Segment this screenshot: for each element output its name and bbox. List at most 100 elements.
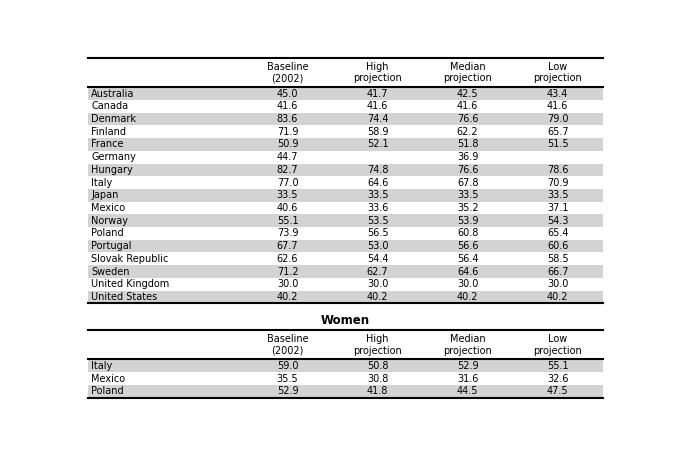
Text: 56.6: 56.6 bbox=[457, 241, 479, 251]
Bar bbox=[423, 202, 513, 214]
Bar bbox=[332, 87, 423, 100]
Bar bbox=[513, 240, 603, 252]
Text: France: France bbox=[91, 140, 124, 149]
Bar bbox=[513, 125, 603, 138]
Bar bbox=[332, 164, 423, 176]
Bar bbox=[423, 138, 513, 151]
Text: 78.6: 78.6 bbox=[547, 165, 568, 175]
Text: 30.0: 30.0 bbox=[277, 279, 298, 289]
Bar bbox=[423, 125, 513, 138]
Text: 31.6: 31.6 bbox=[457, 374, 479, 383]
Bar bbox=[88, 252, 243, 265]
Text: 51.8: 51.8 bbox=[457, 140, 479, 149]
Text: 55.1: 55.1 bbox=[547, 361, 568, 371]
Bar bbox=[423, 176, 513, 189]
Text: 59.0: 59.0 bbox=[277, 361, 299, 371]
Bar bbox=[423, 151, 513, 164]
Bar bbox=[513, 151, 603, 164]
Bar bbox=[513, 278, 603, 290]
Bar bbox=[513, 360, 603, 372]
Bar bbox=[88, 385, 243, 398]
Bar bbox=[243, 138, 332, 151]
Text: 55.1: 55.1 bbox=[277, 216, 299, 226]
Text: 67.8: 67.8 bbox=[457, 178, 479, 188]
Bar bbox=[423, 360, 513, 372]
Bar bbox=[332, 360, 423, 372]
Text: 82.7: 82.7 bbox=[277, 165, 299, 175]
Text: 74.8: 74.8 bbox=[367, 165, 388, 175]
Text: Poland: Poland bbox=[91, 229, 124, 239]
Text: Mexico: Mexico bbox=[91, 203, 125, 213]
Bar bbox=[88, 360, 243, 372]
Text: 33.5: 33.5 bbox=[367, 190, 388, 200]
Bar bbox=[243, 176, 332, 189]
Text: Germany: Germany bbox=[91, 152, 136, 162]
Text: United States: United States bbox=[91, 292, 158, 302]
Bar bbox=[513, 385, 603, 398]
Text: 35.2: 35.2 bbox=[457, 203, 479, 213]
Text: 40.2: 40.2 bbox=[547, 292, 568, 302]
Bar bbox=[243, 278, 332, 290]
Bar bbox=[243, 360, 332, 372]
Bar bbox=[423, 290, 513, 303]
Text: 58.9: 58.9 bbox=[367, 127, 388, 137]
Bar bbox=[243, 100, 332, 113]
Text: 44.7: 44.7 bbox=[277, 152, 299, 162]
Bar bbox=[423, 385, 513, 398]
Bar bbox=[332, 240, 423, 252]
Bar bbox=[423, 278, 513, 290]
Bar bbox=[243, 164, 332, 176]
Bar bbox=[513, 372, 603, 385]
Bar bbox=[332, 290, 423, 303]
Bar bbox=[88, 227, 243, 240]
Text: 40.2: 40.2 bbox=[367, 292, 388, 302]
Text: 56.5: 56.5 bbox=[367, 229, 388, 239]
Text: Japan: Japan bbox=[91, 190, 119, 200]
Text: Norway: Norway bbox=[91, 216, 128, 226]
Text: Women: Women bbox=[321, 314, 370, 327]
Bar bbox=[423, 214, 513, 227]
Text: 66.7: 66.7 bbox=[547, 267, 568, 277]
Bar bbox=[243, 151, 332, 164]
Bar bbox=[513, 100, 603, 113]
Text: 56.4: 56.4 bbox=[457, 254, 479, 264]
Bar bbox=[88, 330, 243, 360]
Text: 41.8: 41.8 bbox=[367, 386, 388, 396]
Bar bbox=[332, 265, 423, 278]
Bar bbox=[423, 227, 513, 240]
Text: 33.5: 33.5 bbox=[277, 190, 299, 200]
Bar bbox=[88, 164, 243, 176]
Bar bbox=[423, 100, 513, 113]
Text: Mexico: Mexico bbox=[91, 374, 125, 383]
Text: 62.7: 62.7 bbox=[367, 267, 388, 277]
Text: 54.3: 54.3 bbox=[547, 216, 568, 226]
Text: 40.2: 40.2 bbox=[457, 292, 479, 302]
Bar bbox=[88, 214, 243, 227]
Bar bbox=[243, 252, 332, 265]
Text: Italy: Italy bbox=[91, 361, 113, 371]
Text: 62.2: 62.2 bbox=[457, 127, 479, 137]
Text: 83.6: 83.6 bbox=[277, 114, 298, 124]
Bar bbox=[513, 164, 603, 176]
Text: Baseline
(2002): Baseline (2002) bbox=[267, 334, 308, 356]
Text: Slovak Republic: Slovak Republic bbox=[91, 254, 168, 264]
Text: 62.6: 62.6 bbox=[277, 254, 299, 264]
Text: 30.8: 30.8 bbox=[367, 374, 388, 383]
Text: 30.0: 30.0 bbox=[367, 279, 388, 289]
Text: 52.9: 52.9 bbox=[277, 386, 299, 396]
Bar bbox=[88, 202, 243, 214]
Text: 41.7: 41.7 bbox=[367, 89, 388, 98]
Text: 74.4: 74.4 bbox=[367, 114, 388, 124]
Bar bbox=[332, 125, 423, 138]
Bar bbox=[243, 385, 332, 398]
Bar bbox=[332, 278, 423, 290]
Text: High
projection: High projection bbox=[353, 334, 402, 356]
Bar bbox=[423, 164, 513, 176]
Bar bbox=[332, 227, 423, 240]
Bar bbox=[243, 265, 332, 278]
Text: 42.5: 42.5 bbox=[457, 89, 479, 98]
Text: 79.0: 79.0 bbox=[547, 114, 568, 124]
Text: 53.9: 53.9 bbox=[457, 216, 479, 226]
Bar bbox=[332, 58, 423, 87]
Text: 65.4: 65.4 bbox=[547, 229, 568, 239]
